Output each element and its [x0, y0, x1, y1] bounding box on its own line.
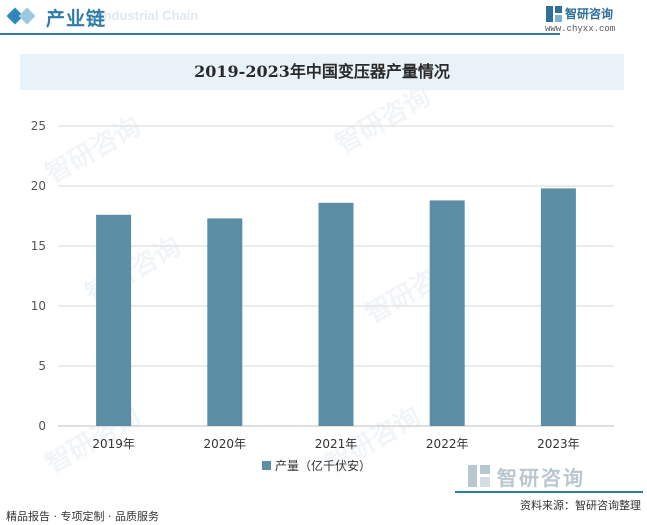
x-tick-label: 2020年 — [204, 437, 247, 451]
footer-tagline: 精品报告 · 专项定制 · 品质服务 — [6, 510, 159, 523]
bar — [207, 218, 243, 426]
footer-divider — [455, 491, 643, 493]
header-subtitle: Industrial Chain — [100, 8, 199, 23]
bar — [540, 188, 576, 426]
bar — [96, 214, 132, 426]
chart-title-bar: 2019-2023年中国变压器产量情况 — [20, 54, 624, 90]
header-divider — [0, 33, 560, 35]
y-tick-label: 25 — [31, 119, 46, 133]
bar — [429, 200, 465, 426]
chart-title: 2019-2023年中国变压器产量情况 — [194, 62, 450, 81]
y-tick-label: 20 — [31, 179, 46, 193]
brand-url: www.chyxx.com — [545, 24, 616, 34]
footer-source: 资料来源：智研咨询整理 — [520, 499, 641, 512]
chart-legend: 产量（亿千伏安） — [262, 458, 371, 473]
footer-brand-logo-icon — [468, 465, 490, 487]
header-title: 产业链 — [46, 8, 107, 30]
footer-brand-name: 智研咨询 — [497, 466, 585, 490]
x-axis-ticks: 2019年 2020年 2021年 2022年 2023年 — [92, 437, 579, 451]
brand-name: 智研咨询 — [565, 7, 614, 21]
x-tick-label: 2019年 — [92, 437, 135, 451]
y-tick-label: 15 — [31, 239, 46, 253]
y-tick-label: 5 — [38, 359, 46, 373]
y-tick-label: 10 — [31, 299, 46, 313]
y-tick-label: 0 — [38, 419, 46, 433]
footer-brand: 智研咨询 — [467, 462, 637, 492]
chart-bars — [96, 188, 576, 426]
bar — [318, 202, 354, 426]
x-tick-label: 2023年 — [537, 437, 580, 451]
page-header: Industrial Chain 产业链 智研咨询 www.chyxx.com — [0, 0, 647, 36]
x-tick-label: 2021年 — [315, 437, 358, 451]
legend-swatch — [262, 461, 271, 470]
brand: 智研咨询 www.chyxx.com — [541, 4, 641, 36]
brand-logo-icon — [546, 6, 562, 22]
x-tick-label: 2022年 — [426, 437, 469, 451]
legend-label: 产量（亿千伏安） — [275, 458, 371, 473]
y-axis-ticks: 0 5 10 15 20 25 — [31, 119, 46, 433]
